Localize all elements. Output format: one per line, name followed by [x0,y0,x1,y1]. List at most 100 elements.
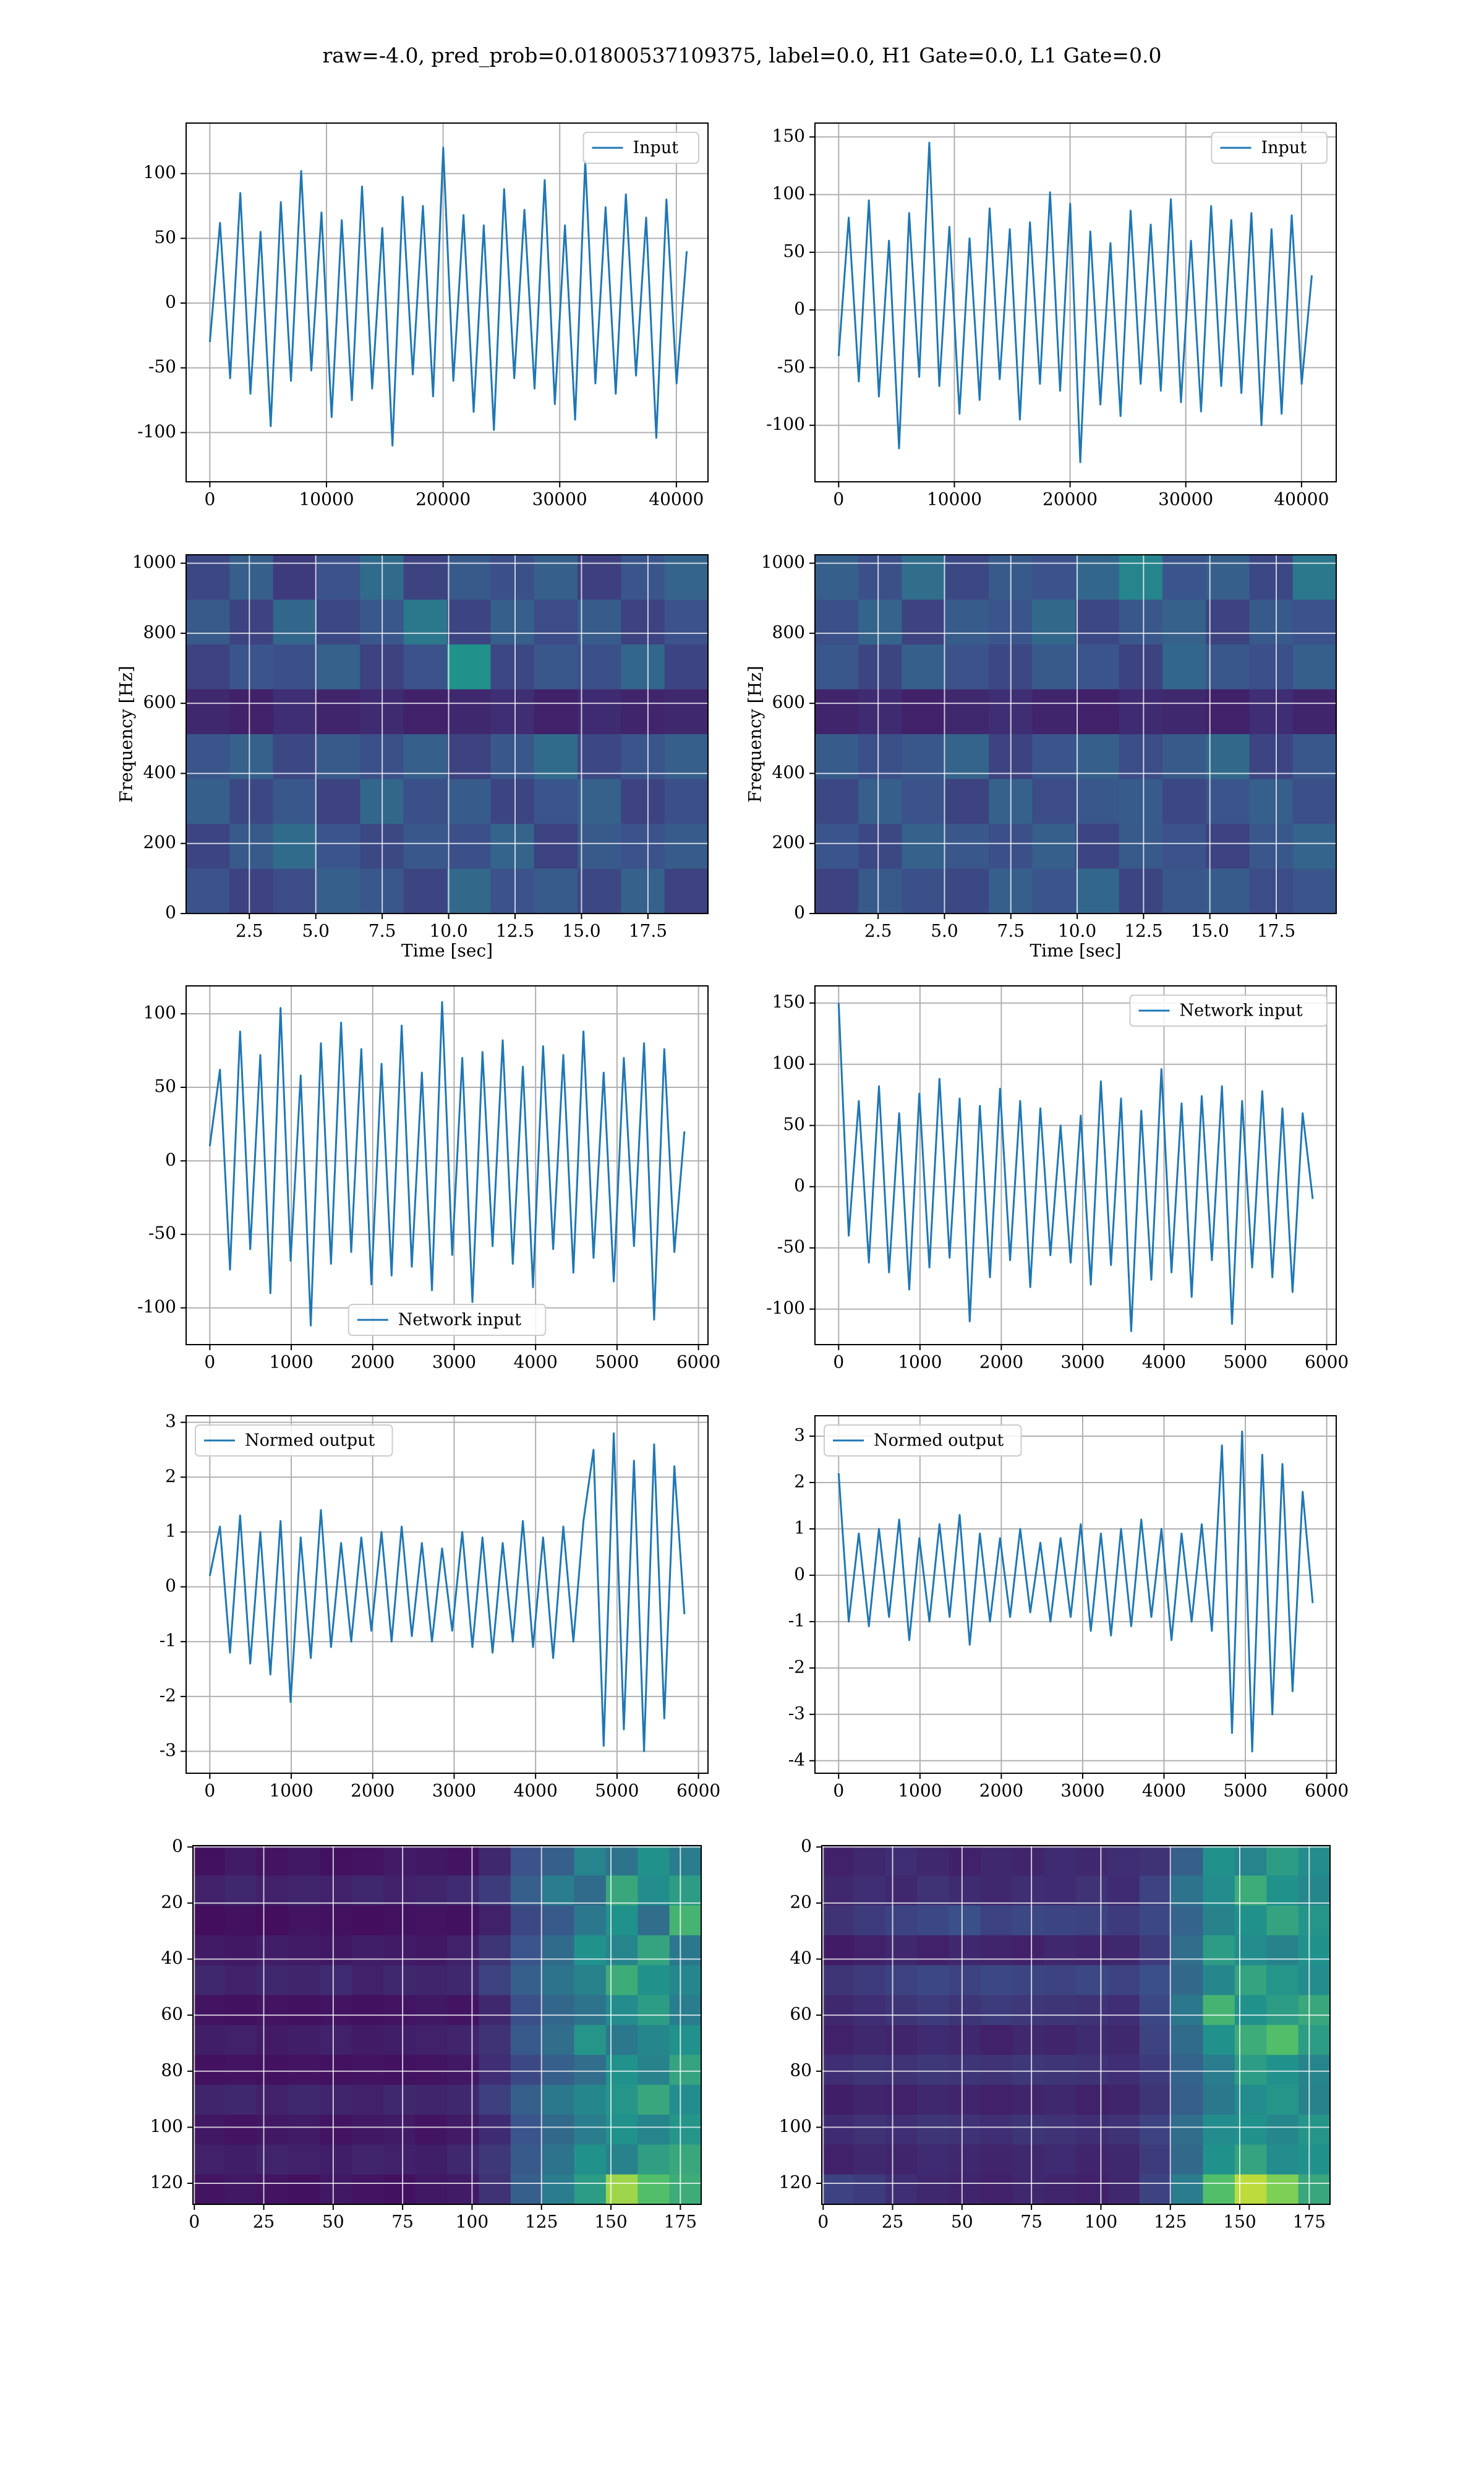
y-tick-label: 20 [790,1891,812,1912]
heatmap-cell [638,2115,670,2145]
heatmap-cell [542,1965,575,1996]
heatmap-cell [885,2025,918,2055]
heatmap-cell [574,2055,607,2086]
heatmap-cell [1206,824,1250,870]
x-tick-label: 5000 [1223,1352,1267,1372]
heatmap-cell [1266,2174,1299,2205]
heatmap-cell [1266,1846,1299,1876]
heatmap-cell [510,1935,543,1966]
heatmap-cell [403,599,448,645]
heatmap-cell [664,824,709,870]
y-axis-label: Frequency [Hz] [745,666,765,802]
heatmap-cell [885,1995,918,2026]
heatmap-cell [1139,1846,1172,1876]
heatmap-cell [447,824,491,870]
heatmap-cell [669,2174,702,2205]
heatmap-cell [885,1965,918,1996]
heatmap-cell [1171,1905,1204,1936]
heatmap-cell [1107,1935,1140,1966]
heatmap-cell [1107,1905,1140,1936]
heatmap-cell [1075,599,1120,645]
y-tick-label: 120 [779,2172,812,2193]
heatmap-cell [351,1965,384,1996]
heatmap-cell [479,2115,511,2145]
heatmap-cell [1032,868,1077,914]
heatmap-cell [1266,1935,1299,1966]
heatmap-cell [447,644,491,690]
legend-label: Input [633,139,679,158]
heatmap-cell [1076,2055,1108,2086]
heatmap-cell [510,2115,543,2145]
heatmap-cell [885,2084,918,2115]
heatmap-cell [224,1875,257,1906]
heatmap-cell [288,1875,321,1906]
heatmap-cell [320,2144,352,2175]
y-tick-label: 200 [772,832,805,852]
heatmap-cell [1012,1965,1045,1996]
heatmap-cell [858,599,903,645]
heatmap-cell [638,2174,670,2205]
heatmap-cell [383,1875,416,1906]
heatmap-cell [288,1846,321,1876]
heatmap-cell [574,1965,607,1996]
x-tick-label: 2000 [979,1352,1023,1372]
heatmap-cell [1171,1846,1204,1876]
heatmap-cell [273,555,317,601]
heatmap-cell [193,1965,225,1996]
heatmap-cell [1206,868,1250,914]
heatmap-cell [574,1905,607,1936]
heatmap-cell [1203,2144,1235,2175]
heatmap-cell [534,779,578,824]
heatmap-cell [288,2084,321,2115]
heatmap-cell [1162,689,1206,735]
heatmap-cell [1298,1965,1331,1996]
heatmap-cell [822,1995,854,2026]
heatmap-cell [574,1846,607,1876]
y-tick-label: 50 [154,1076,176,1097]
heatmap-cell [578,644,621,690]
heatmap-cell [669,1995,702,2026]
x-tick-label: 17.5 [1257,921,1295,941]
heatmap-cell [1012,1846,1045,1876]
heatmap-cell [1203,1995,1235,2026]
heatmap-cell [669,1935,702,1966]
x-tick-label: 75 [1020,2212,1043,2232]
heatmap-cell [288,1965,321,1996]
heatmap-cell [664,644,709,690]
heatmap-cell [621,824,665,870]
y-tick-label: 80 [161,2060,183,2080]
x-tick-label: 1000 [898,1781,942,1801]
plot-area [815,1416,1336,1773]
heatmap-cell [1203,2115,1235,2145]
heatmap-cell [1076,2144,1108,2175]
heatmap-cell [415,2084,448,2115]
x-tick-label: 0 [204,489,215,510]
heatmap-cell [1119,824,1163,870]
heatmap-cell [510,2055,543,2086]
heatmap-cell [669,1905,702,1936]
y-tick-label: 3 [794,1424,805,1445]
x-tick-label: 12.5 [496,921,534,941]
legend-box [582,132,699,164]
heatmap-cell [980,2144,1013,2175]
heatmap-cell [578,599,621,645]
y-tick-label: 800 [772,622,805,642]
x-tick-label: 12.5 [1124,921,1162,941]
heatmap-cell [1203,1935,1235,1966]
heatmap-cell [885,1846,918,1876]
heatmap-cell [902,555,946,601]
heatmap-cell [1266,1995,1299,2026]
heatmap-cell [1266,2055,1299,2086]
line-series [208,147,688,447]
x-tick-label: 6000 [1305,1781,1349,1801]
heatmap-cell [574,1935,607,1966]
x-tick-label: 10000 [927,489,982,510]
heatmap-cell [917,2144,950,2175]
heatmap-cell [479,2144,511,2175]
heatmap-cell [534,868,578,914]
heatmap-cell [1119,644,1163,690]
heatmap-cell [815,734,859,780]
heatmap-cell [1206,644,1250,690]
heatmap-cell [320,1965,352,1996]
x-tick-label: 7.5 [369,921,396,941]
